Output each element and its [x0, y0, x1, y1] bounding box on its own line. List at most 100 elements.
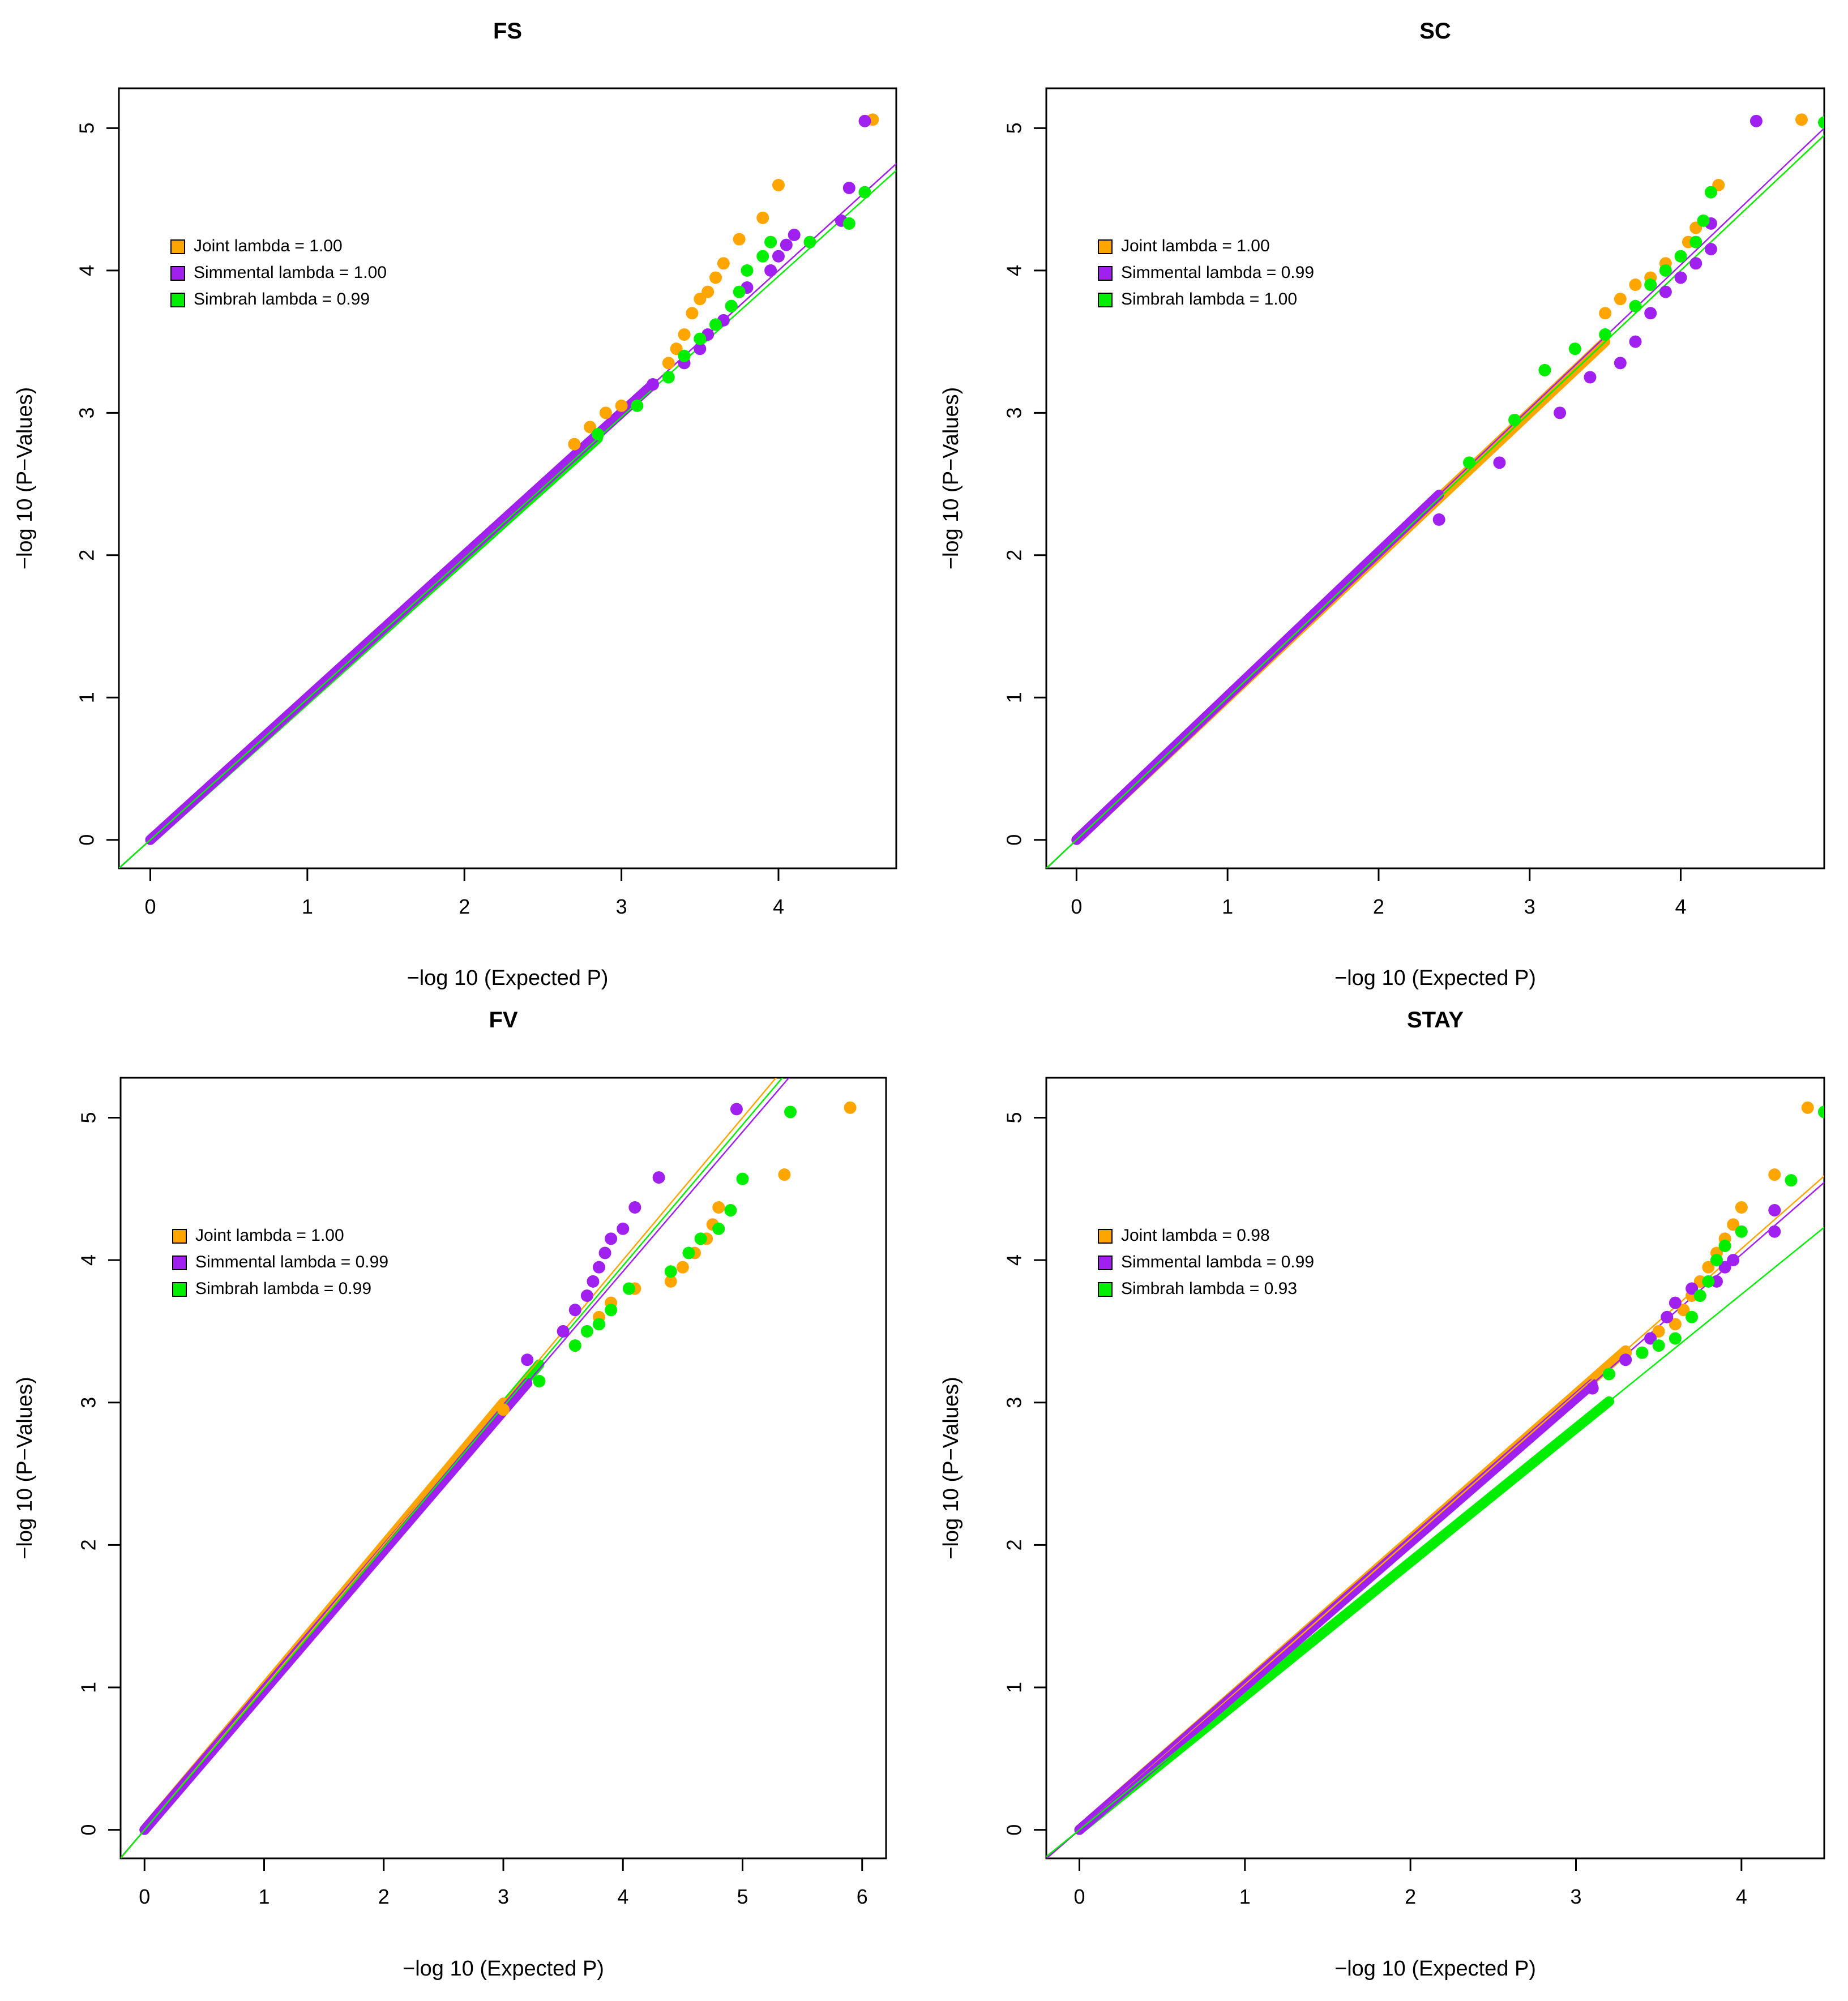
y-axis-label: −log 10 (P−Values)	[13, 387, 37, 570]
point-simmental	[1586, 1382, 1599, 1395]
plot-frame	[1045, 1077, 1825, 1859]
point-simbrah	[803, 235, 816, 248]
point-simmental	[730, 1103, 743, 1116]
point-joint	[1629, 278, 1642, 292]
point-simbrah	[593, 1318, 605, 1331]
panel-fv: FV 0 1 2 3 4 5 6 0 1 2 3 4 5 −log 10 (Expected P) −log …	[13, 1008, 887, 1981]
panel-sc: SC 0 1 2 3 4 0 1 2 3 4 5 −log 10 (Expected P) −log 10…	[939, 19, 1825, 990]
point-simbrah	[1785, 1174, 1798, 1187]
legend-swatch	[172, 1282, 187, 1297]
point-simbrah	[1636, 1346, 1649, 1359]
legend-swatch	[1098, 266, 1113, 281]
fit-line-joint	[1046, 134, 1824, 868]
legend-label: Simbrah lambda = 1.00	[1121, 290, 1297, 308]
x-tick-label: 0	[144, 895, 156, 918]
point-joint	[1727, 1218, 1740, 1231]
y-tick-label: 5	[1003, 1112, 1026, 1123]
plot-area	[1046, 1101, 1824, 1858]
point-simbrah	[1669, 1332, 1682, 1345]
y-tick-label: 5	[77, 1112, 100, 1123]
y-tick-label: 4	[75, 265, 99, 276]
point-simmental	[780, 238, 793, 251]
point-joint	[1702, 1261, 1715, 1274]
legend-label: Joint lambda = 1.00	[194, 237, 343, 255]
point-simmental	[598, 1246, 611, 1259]
point-simbrah	[1674, 250, 1687, 263]
panel-stay: STAY 0 1 2 3 4 0 1 2 3 4 5 −log 10 (Expected P) −log …	[939, 1008, 1825, 1981]
point-simmental	[1584, 371, 1597, 384]
point-simbrah	[784, 1106, 797, 1119]
legend-swatch	[170, 266, 185, 281]
fit-line-simbrah	[1046, 134, 1824, 868]
y-tick-label: 0	[1003, 1824, 1026, 1836]
point-joint	[778, 1168, 791, 1181]
y-tick-label: 2	[1003, 1539, 1026, 1550]
point-simbrah	[712, 1222, 725, 1235]
point-simbrah	[533, 1374, 546, 1387]
legend-label: Joint lambda = 0.98	[1121, 1226, 1270, 1245]
chart-title: STAY	[1407, 1008, 1464, 1032]
point-simmental	[1614, 357, 1627, 370]
point-simmental	[617, 1222, 630, 1235]
legend-swatch	[1098, 293, 1113, 307]
y-axis-label: −log 10 (P−Values)	[939, 387, 963, 570]
x-tick-label: 2	[459, 895, 470, 918]
point-simmental	[1704, 243, 1717, 256]
x-axis-label: −log 10 (Expected P)	[407, 966, 609, 990]
point-simbrah	[709, 318, 722, 331]
y-tick-label: 0	[75, 834, 99, 846]
point-simbrah	[756, 250, 769, 263]
y-tick-label: 2	[75, 550, 99, 561]
point-simbrah	[741, 264, 754, 277]
legend-label: Simbrah lambda = 0.93	[1121, 1279, 1297, 1298]
point-simbrah	[1710, 1254, 1723, 1267]
legend-swatch	[1098, 1229, 1113, 1244]
point-simmental	[1432, 513, 1445, 526]
point-simbrah	[1508, 413, 1521, 426]
point-simbrah	[1538, 363, 1551, 376]
point-joint	[676, 1261, 689, 1274]
y-tick-label: 3	[77, 1397, 100, 1408]
point-simmental	[1689, 257, 1702, 270]
point-simbrah	[858, 186, 871, 199]
point-simbrah	[1659, 264, 1672, 277]
legend-swatch	[1098, 239, 1113, 254]
point-simbrah	[622, 1282, 635, 1295]
point-simbrah	[1652, 1339, 1665, 1352]
point-simbrah	[736, 1172, 749, 1185]
point-simmental	[587, 1275, 600, 1288]
point-joint	[1599, 307, 1612, 320]
x-tick-label: 3	[498, 1885, 509, 1908]
legend-label: Joint lambda = 1.00	[1121, 237, 1270, 255]
legend-swatch	[170, 293, 185, 307]
y-tick-label: 4	[1003, 265, 1026, 276]
y-tick-label: 3	[75, 407, 99, 418]
point-simmental	[772, 250, 785, 263]
x-tick-label: 5	[737, 1885, 748, 1908]
x-axis-label: −log 10 (Expected P)	[1334, 966, 1536, 990]
point-simmental	[1644, 1332, 1657, 1345]
legend-swatch	[170, 239, 185, 254]
fit-line-joint	[1046, 1175, 1824, 1858]
point-simmental	[788, 229, 801, 242]
point-simmental	[1629, 335, 1642, 348]
x-tick-label: 4	[773, 895, 784, 918]
x-tick-label: 0	[139, 1885, 150, 1908]
point-joint	[1669, 1318, 1682, 1331]
point-joint	[733, 233, 746, 246]
point-joint	[599, 406, 612, 419]
y-tick-label: 2	[77, 1539, 100, 1550]
y-tick-label: 1	[1003, 1682, 1026, 1693]
point-simbrah	[1704, 186, 1717, 199]
legend-swatch	[1098, 1256, 1113, 1270]
point-joint	[686, 307, 699, 320]
chart-title: FV	[489, 1008, 517, 1032]
point-joint	[756, 211, 769, 224]
point-simbrah	[1697, 214, 1710, 227]
point-simmental	[1718, 1261, 1731, 1274]
point-simmental	[1686, 1282, 1699, 1295]
point-simbrah	[1735, 1225, 1748, 1238]
plot-area	[1046, 113, 1824, 868]
y-tick-label: 2	[1003, 550, 1026, 561]
